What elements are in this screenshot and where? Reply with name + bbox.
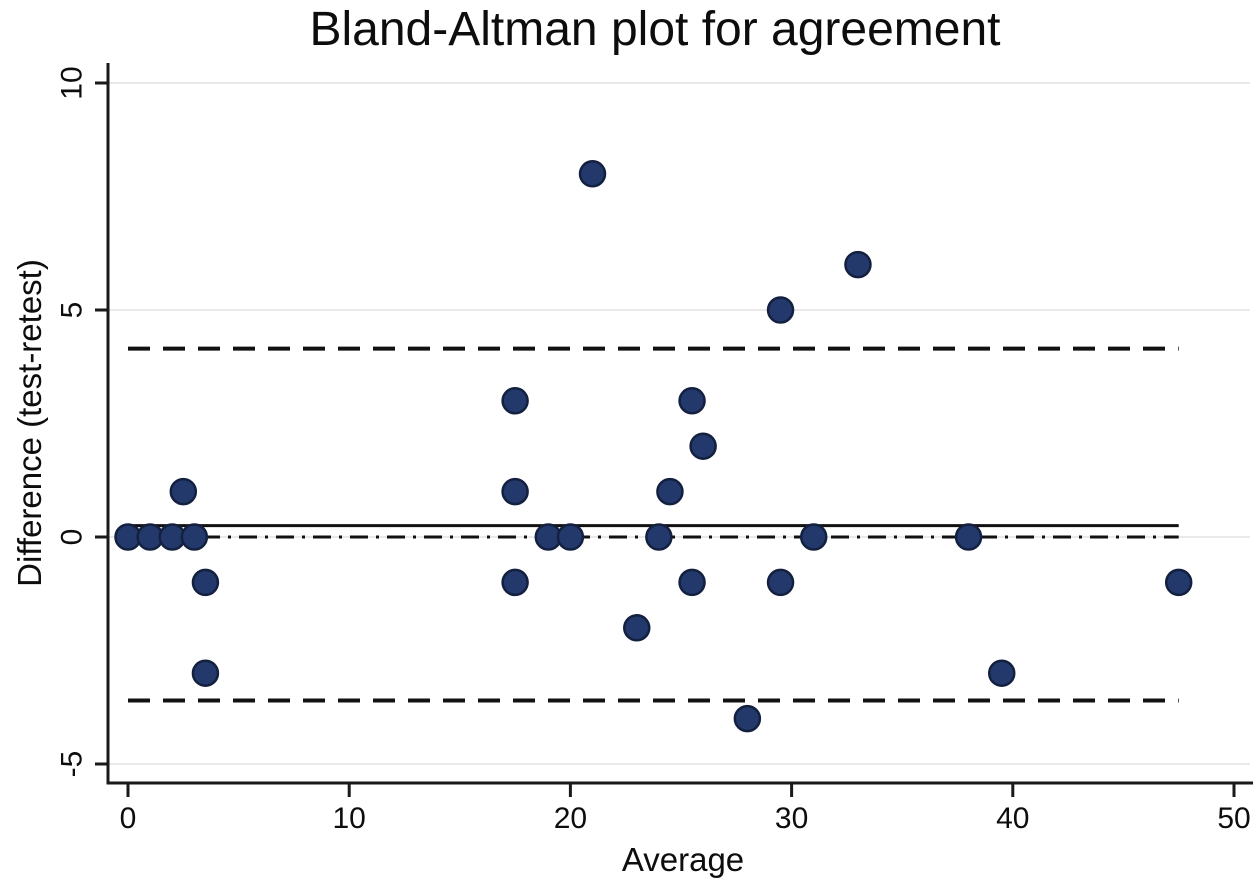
data-point-14 [645,523,673,551]
data-point-15 [656,477,684,506]
data-point-24 [954,523,983,551]
data-point-23 [844,250,872,279]
data-point-9 [501,568,529,597]
data-point-22 [799,523,828,551]
data-point-19 [733,704,762,733]
x-axis-title: Average [621,841,745,878]
data-point-25 [987,659,1016,687]
chart-title: Bland-Altman plot for agreement [309,3,1001,56]
x-tick-label-30: 30 [775,802,808,835]
data-point-18 [689,432,717,460]
y-tick-label-0: 0 [56,529,89,546]
data-point-26 [1164,568,1193,597]
y-tick-label--5: -5 [56,751,89,778]
data-point-6 [191,659,220,687]
y-tick-label-5: 5 [56,302,89,319]
x-tick-label-20: 20 [554,802,587,835]
y-axis-title: Difference (test-retest) [11,259,48,587]
data-point-12 [578,160,607,188]
x-tick-label-40: 40 [996,802,1029,835]
data-point-3 [180,523,209,551]
data-point-21 [766,568,795,597]
data-point-17 [678,568,706,597]
x-tick-label-50: 50 [1217,802,1250,835]
x-tick-label-0: 0 [120,802,137,835]
data-point-11 [556,523,585,551]
data-point-5 [191,568,220,597]
x-tick-label-10: 10 [333,802,366,835]
data-point-13 [623,614,651,642]
data-point-8 [501,477,529,506]
data-point-20 [766,296,795,324]
data-point-7 [501,387,529,415]
y-tick-label-10: 10 [56,66,89,99]
data-point-16 [678,387,706,415]
data-point-4 [169,477,198,506]
